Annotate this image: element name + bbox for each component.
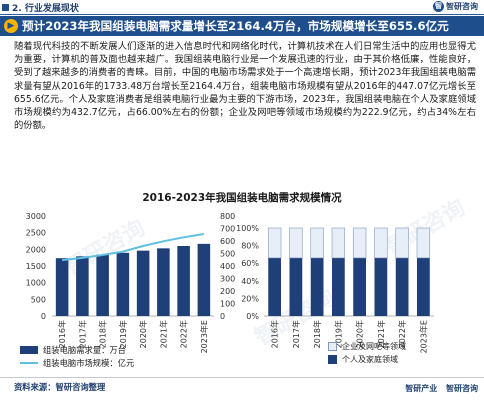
footer-rule: [0, 377, 484, 378]
x-tick-label: 2023年E: [199, 320, 209, 353]
x-tick-label-right: 2017年: [291, 320, 301, 348]
y-right-tick-label: 700: [220, 225, 235, 234]
legend-item-line: 组装电脑市场规模：亿元: [20, 356, 134, 369]
bar-personal: [268, 257, 281, 316]
x-tick-label-right: 2020年: [355, 320, 365, 348]
y-left-tick-label: 0: [41, 312, 46, 321]
y-right-tick-label: 300: [220, 275, 235, 284]
bar-demand: [136, 250, 150, 316]
legend-enterprise-label: 企业及网吧等领域: [342, 342, 406, 351]
x-tick-label-right: 2016年: [270, 320, 280, 348]
y-left-tick-label: 500: [31, 295, 46, 304]
section-square-icon: [2, 3, 9, 11]
bar-personal: [353, 257, 366, 316]
bar-demand: [157, 248, 170, 316]
legend-item-bar: 组装电脑需求量：万台: [20, 343, 134, 356]
y-left-tick-label: 1000: [26, 279, 46, 288]
y-right-tick-label: 200: [220, 287, 235, 296]
right-chart-legend: 企业及网吧等领域 个人及家庭领域: [328, 340, 406, 366]
bar-personal: [289, 257, 303, 316]
legend-item-personal: 个人及家庭领域: [328, 353, 406, 366]
bar-enterprise: [374, 227, 388, 259]
bar-demand: [197, 243, 211, 316]
bar-enterprise: [267, 227, 282, 259]
brand-logo-icon: 智: [433, 1, 444, 12]
header-brand: 智 智研咨询: [433, 1, 478, 12]
y-right-tick-label: 400: [220, 262, 235, 271]
charts-area: 0 500 1000 1500 2000 2500 3000 0 100 200 300 400 500…: [0, 206, 484, 376]
footer-brand-a: 智研产业: [405, 384, 438, 393]
x-tick-label: 2016年: [57, 320, 67, 348]
x-tick-label: 2020年: [138, 320, 148, 348]
y-pct-tick-label: 20%: [241, 294, 259, 303]
x-tick-label: 2022年: [179, 320, 189, 348]
legend-personal-label: 个人及家庭领域: [342, 355, 398, 364]
line-market-size: [61, 233, 205, 262]
headline-banner: ▶ 预计2023年我国组装电脑需求量增长至2164.4万台，市场规模增长至655…: [0, 16, 484, 36]
legend-enterprise-swatch: [328, 342, 337, 351]
legend-personal-swatch: [328, 355, 337, 364]
legend-line-swatch: [20, 361, 38, 364]
chart-title: 2016-2023年我国组装电脑需求规模情况: [142, 192, 342, 204]
y-pct-tick-label: 100%: [236, 224, 259, 233]
left-chart-legend: 组装电脑需求量：万台 组装电脑市场规模：亿元: [20, 343, 134, 369]
x-tick-label-right: 2018年: [312, 320, 322, 348]
x-tick-label-right: 2019年: [333, 320, 343, 348]
y-pct-tick-label: 40%: [241, 277, 259, 286]
bar-demand: [55, 258, 69, 316]
source-note: 资料来源：智研咨询整理: [14, 382, 106, 392]
y-left-tick-label: 3000: [26, 212, 46, 221]
bar-demand: [116, 252, 130, 316]
bar-enterprise: [331, 227, 346, 259]
footer-brand: 智研产业 智研咨询: [399, 383, 478, 394]
section-label: 2. 行业发展现状: [12, 3, 79, 14]
bar-demand: [96, 254, 109, 316]
bar-enterprise: [310, 227, 324, 259]
bar-enterprise: [352, 227, 367, 259]
y-right-tick-label: 100: [220, 300, 235, 309]
x-tick-label: 2017年: [77, 320, 87, 348]
footer-brand-b: 智研咨询: [446, 384, 478, 393]
y-left-tick-label: 2000: [26, 245, 46, 254]
x-tick-label: 2021年: [158, 320, 168, 348]
legend-line-label: 组装电脑市场规模：亿元: [43, 357, 135, 368]
y-pct-tick-label: 0%: [246, 312, 259, 321]
body-paragraph: 随着现代科技的不断发展人们逐渐的进入信息时代和网络化时代，计算机技术在人们日常生…: [14, 41, 476, 132]
bar-demand: [76, 256, 89, 316]
y-pct-tick-label: 60%: [241, 259, 259, 268]
y-right-tick-label: 500: [220, 250, 235, 259]
top-rule: [0, 14, 484, 15]
x-tick-label: 2019年: [118, 320, 128, 348]
top-bar: 2. 行业发展现状 智 智研咨询: [0, 0, 484, 14]
headline-bullet-icon: ▶: [4, 19, 18, 33]
bar-enterprise: [416, 227, 431, 259]
bar-personal: [417, 257, 430, 316]
brand-name: 智研咨询: [446, 2, 478, 11]
y-left-tick-label: 2500: [26, 229, 46, 238]
bar-enterprise: [395, 227, 409, 259]
headline-text: 预计2023年我国组装电脑需求量增长至2164.4万台，市场规模增长至655.6…: [22, 19, 449, 33]
bar-personal: [332, 257, 345, 316]
y-right-tick-label: 0: [220, 312, 225, 321]
y-pct-tick-label: 80%: [241, 242, 259, 251]
section-tag: 2. 行业发展现状: [2, 1, 79, 14]
x-tick-label: 2018年: [98, 320, 108, 348]
bar-personal: [310, 257, 324, 316]
x-tick-label-right: 2021年: [376, 320, 386, 348]
x-tick-label-right: 2022年: [397, 320, 407, 348]
y-right-tick-label: 600: [220, 237, 235, 246]
charts-svg: 0 500 1000 1500 2000 2500 3000 0 100 200 300 400 500…: [26, 212, 434, 353]
bar-enterprise: [289, 227, 303, 259]
legend-bar-label: 组装电脑需求量：万台: [43, 344, 126, 355]
legend-bar-swatch: [20, 345, 38, 354]
legend-item-enterprise: 企业及网吧等领域: [328, 340, 406, 353]
y-right-tick-label: 800: [220, 212, 235, 221]
bar-personal: [395, 257, 409, 316]
bar-demand: [177, 246, 190, 316]
x-tick-label-right: 2023年E: [418, 320, 428, 353]
y-left-tick-label: 1500: [26, 262, 46, 271]
bar-personal: [374, 257, 388, 316]
